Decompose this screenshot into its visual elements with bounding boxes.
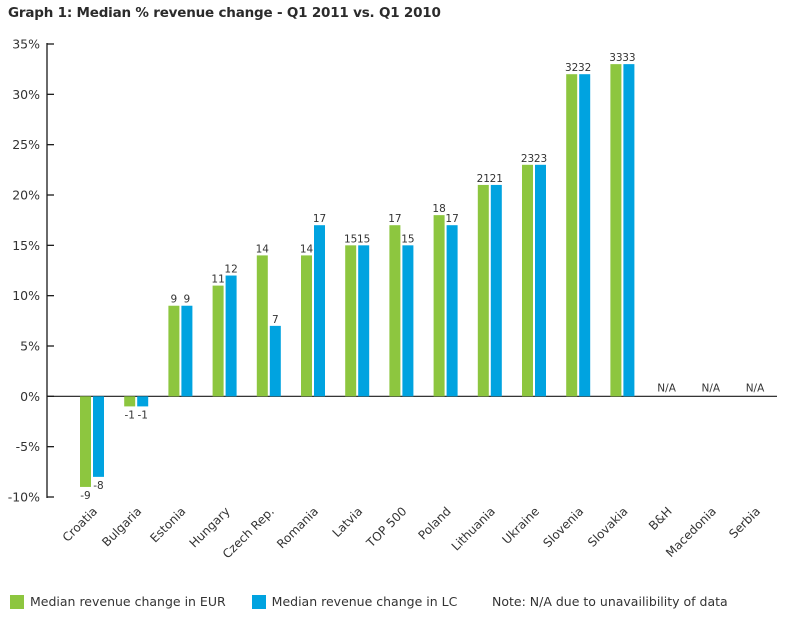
- x-tick-label: Poland: [415, 504, 453, 542]
- x-tick-label: TOP 500: [363, 504, 409, 550]
- data-label-lc: 15: [357, 233, 370, 245]
- y-tick-label: -10%: [8, 490, 40, 505]
- bar-eur: [477, 184, 489, 397]
- y-tick-label: 30%: [12, 87, 40, 102]
- bar-lc: [358, 245, 370, 397]
- bar-eur: [301, 255, 312, 397]
- data-label-eur: -1: [124, 409, 134, 421]
- x-tick-label: Romania: [274, 504, 321, 551]
- data-label-lc: 7: [272, 314, 279, 326]
- bar-eur: [168, 305, 180, 397]
- y-tick-label: 0%: [20, 389, 40, 404]
- y-tick-label: 35%: [12, 37, 40, 52]
- na-label: N/A: [657, 382, 676, 394]
- na-label: N/A: [746, 382, 765, 394]
- bar-lc: [225, 275, 237, 397]
- data-label-eur: 17: [388, 213, 401, 225]
- x-tick-label: Latvia: [330, 504, 366, 540]
- bar-eur: [124, 396, 136, 407]
- legend-swatch-lc: [251, 594, 266, 609]
- data-label-lc: 32: [578, 62, 591, 74]
- bar-lc: [402, 245, 414, 397]
- data-label-eur: 14: [256, 243, 270, 255]
- bar-eur: [610, 64, 622, 397]
- legend-item-eur: Median revenue change in EUR: [10, 594, 226, 609]
- x-tick-label: Slovakia: [585, 504, 631, 550]
- data-label-eur: 18: [432, 203, 445, 215]
- bar-lc: [579, 74, 591, 397]
- bar-eur: [212, 285, 224, 397]
- data-label-lc: 15: [401, 233, 414, 245]
- na-label: N/A: [702, 382, 721, 394]
- data-label-lc: 33: [622, 52, 635, 64]
- bar-lc: [93, 396, 104, 477]
- x-tick-label: Serbia: [726, 504, 763, 541]
- y-tick-label: 10%: [12, 288, 40, 303]
- x-tick-label: Slovenia: [540, 504, 586, 550]
- data-label-eur: 9: [171, 294, 178, 306]
- bar-eur: [522, 164, 533, 397]
- bar-lc: [490, 184, 502, 397]
- bar-lc: [314, 225, 325, 397]
- legend-label-lc: Median revenue change in LC: [271, 594, 458, 609]
- data-note: Note: N/A due to unavailibility of data: [492, 594, 728, 609]
- legend: Median revenue change in EUR Median reve…: [10, 594, 483, 609]
- data-label-eur: 23: [521, 153, 534, 165]
- x-tick-label: Bulgaria: [99, 504, 144, 549]
- data-label-eur: 21: [477, 173, 490, 185]
- x-tick-label: B&H: [646, 504, 675, 533]
- bar-eur: [433, 215, 445, 397]
- bar-eur: [80, 396, 91, 487]
- data-label-lc: 17: [313, 213, 326, 225]
- data-label-lc: 17: [445, 213, 458, 225]
- bar-eur: [256, 255, 268, 397]
- data-label-eur: 14: [300, 243, 314, 255]
- bar-eur: [389, 225, 401, 397]
- data-label-lc: -8: [93, 480, 103, 492]
- y-tick-label: 25%: [12, 137, 40, 152]
- data-label-eur: 15: [344, 233, 357, 245]
- x-tick-label: Croatia: [60, 504, 100, 544]
- data-label-lc: 9: [184, 294, 191, 306]
- bar-lc: [181, 305, 193, 397]
- data-label-eur: 11: [211, 274, 224, 286]
- data-label-lc: -1: [137, 409, 147, 421]
- legend-label-eur: Median revenue change in EUR: [30, 594, 226, 609]
- y-tick-label: 5%: [20, 339, 40, 354]
- data-label-lc: 12: [224, 264, 237, 276]
- x-tick-label: Ukraine: [499, 504, 542, 547]
- legend-item-lc: Median revenue change in LC: [251, 594, 458, 609]
- y-tick-label: 20%: [12, 188, 40, 203]
- x-tick-label: Estonia: [147, 504, 188, 545]
- bar-lc: [623, 64, 635, 397]
- data-label-lc: 21: [490, 173, 503, 185]
- data-label-eur: -9: [80, 490, 90, 502]
- bar-lc: [535, 164, 546, 397]
- y-tick-label: -5%: [16, 439, 40, 454]
- x-tick-label: Lithuania: [449, 504, 498, 553]
- chart-title: Graph 1: Median % revenue change - Q1 20…: [8, 5, 441, 21]
- y-tick-label: 15%: [12, 238, 40, 253]
- bar-lc: [137, 396, 149, 407]
- data-label-lc: 23: [534, 153, 547, 165]
- data-label-eur: 32: [565, 62, 578, 74]
- x-tick-label: Hungary: [187, 504, 233, 550]
- data-label-eur: 33: [609, 52, 622, 64]
- legend-swatch-eur: [10, 594, 24, 609]
- bar-lc: [446, 225, 458, 397]
- bar-lc: [269, 325, 281, 397]
- bar-eur: [345, 245, 357, 397]
- bar-eur: [566, 74, 578, 397]
